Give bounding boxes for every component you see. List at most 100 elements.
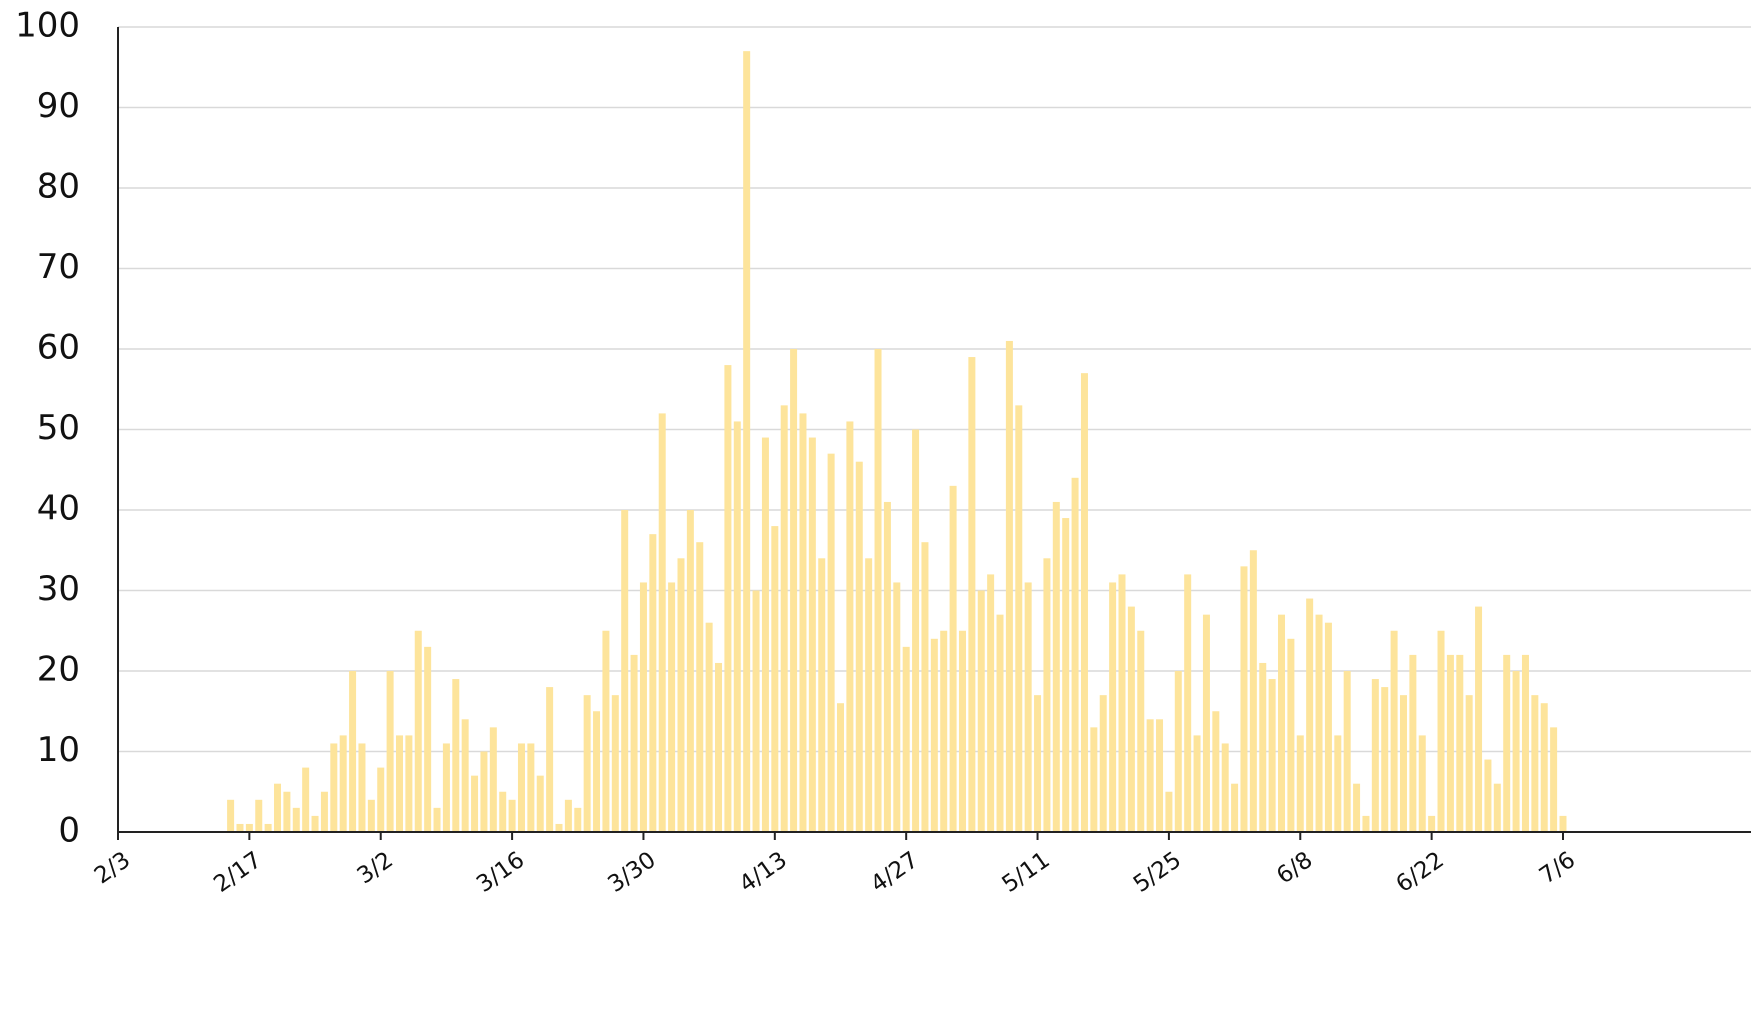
bar (949, 485, 957, 832)
bar (1512, 671, 1520, 832)
bar (1315, 614, 1323, 832)
bar (621, 510, 629, 832)
bar (611, 695, 619, 832)
bar (1005, 340, 1013, 832)
x-tick-label: 6/22 (1392, 847, 1449, 898)
bar (1212, 711, 1220, 832)
y-tick-label: 0 (58, 811, 80, 851)
x-tick-label: 3/16 (472, 847, 529, 898)
bar (996, 614, 1004, 832)
bar (1062, 518, 1070, 832)
bar (733, 421, 741, 832)
bar (302, 767, 310, 832)
bar (1080, 373, 1088, 832)
x-tick-label: 6/8 (1272, 847, 1317, 890)
bar (1456, 654, 1464, 832)
bar (339, 735, 347, 832)
bar (536, 775, 544, 832)
bar (377, 767, 385, 832)
bar (1127, 606, 1135, 832)
x-tick-label: 4/27 (866, 847, 923, 898)
bar (555, 823, 563, 832)
x-tick-label: 2/3 (90, 847, 135, 890)
bar (1324, 622, 1332, 832)
bar (1202, 614, 1210, 832)
bar (1306, 598, 1314, 832)
bar (386, 671, 394, 832)
bar (424, 646, 432, 832)
bar (874, 349, 882, 832)
bar (1156, 719, 1164, 832)
bar (1465, 695, 1473, 832)
bar (1296, 735, 1304, 832)
bar (1146, 719, 1154, 832)
bar (1278, 614, 1286, 832)
bar (912, 429, 920, 832)
bar (743, 51, 751, 832)
bar (771, 526, 779, 832)
bar (1231, 783, 1239, 832)
bar (780, 405, 788, 832)
bar (705, 622, 713, 832)
bar (1137, 630, 1145, 832)
x-tick-label: 3/30 (603, 847, 660, 898)
bar (274, 783, 282, 832)
bar (292, 807, 300, 832)
bar (696, 542, 704, 832)
bar (715, 662, 723, 832)
bar (461, 719, 469, 832)
bar (283, 791, 291, 832)
bar (255, 799, 263, 832)
bar (480, 751, 488, 832)
bar (1353, 783, 1361, 832)
bar (649, 534, 657, 832)
bar (395, 735, 403, 832)
bar (1165, 791, 1173, 832)
bar (1174, 671, 1182, 832)
bar (837, 703, 844, 832)
bar (405, 735, 413, 832)
bar (1475, 606, 1483, 832)
y-tick-label: 50 (37, 408, 80, 448)
bar (1343, 671, 1351, 832)
y-tick-label: 100 (15, 6, 80, 46)
bar (1493, 783, 1501, 832)
bar (546, 687, 554, 832)
bar (1437, 630, 1445, 832)
bar (1362, 815, 1370, 832)
bar (564, 799, 572, 832)
bar (630, 654, 638, 832)
bar (245, 823, 253, 832)
bar (668, 582, 676, 832)
x-tick-label: 5/11 (997, 847, 1054, 898)
bar (930, 638, 938, 832)
bar (349, 671, 357, 832)
bar (311, 815, 319, 832)
x-tick-label: 5/25 (1129, 847, 1186, 898)
y-tick-label: 80 (37, 167, 80, 207)
bar (1550, 727, 1558, 832)
bar (1418, 735, 1426, 832)
bar (855, 461, 863, 832)
bar (752, 590, 760, 832)
bar (902, 646, 910, 832)
y-tick-label: 20 (37, 650, 80, 690)
bar (602, 630, 610, 832)
bar (1024, 582, 1032, 832)
bar (593, 711, 601, 832)
bar (452, 679, 460, 832)
bar (527, 743, 535, 832)
bar (940, 630, 948, 832)
bar (1184, 574, 1192, 832)
y-tick-label: 70 (37, 247, 80, 287)
bar (987, 574, 995, 832)
bar (574, 807, 582, 832)
bar (320, 791, 328, 832)
x-tick-label: 2/17 (209, 847, 266, 898)
bar (1043, 558, 1051, 832)
bar (958, 630, 966, 832)
bar (799, 413, 807, 832)
x-tick-label: 7/6 (1535, 847, 1580, 890)
bar (1071, 477, 1079, 832)
bar (367, 799, 375, 832)
